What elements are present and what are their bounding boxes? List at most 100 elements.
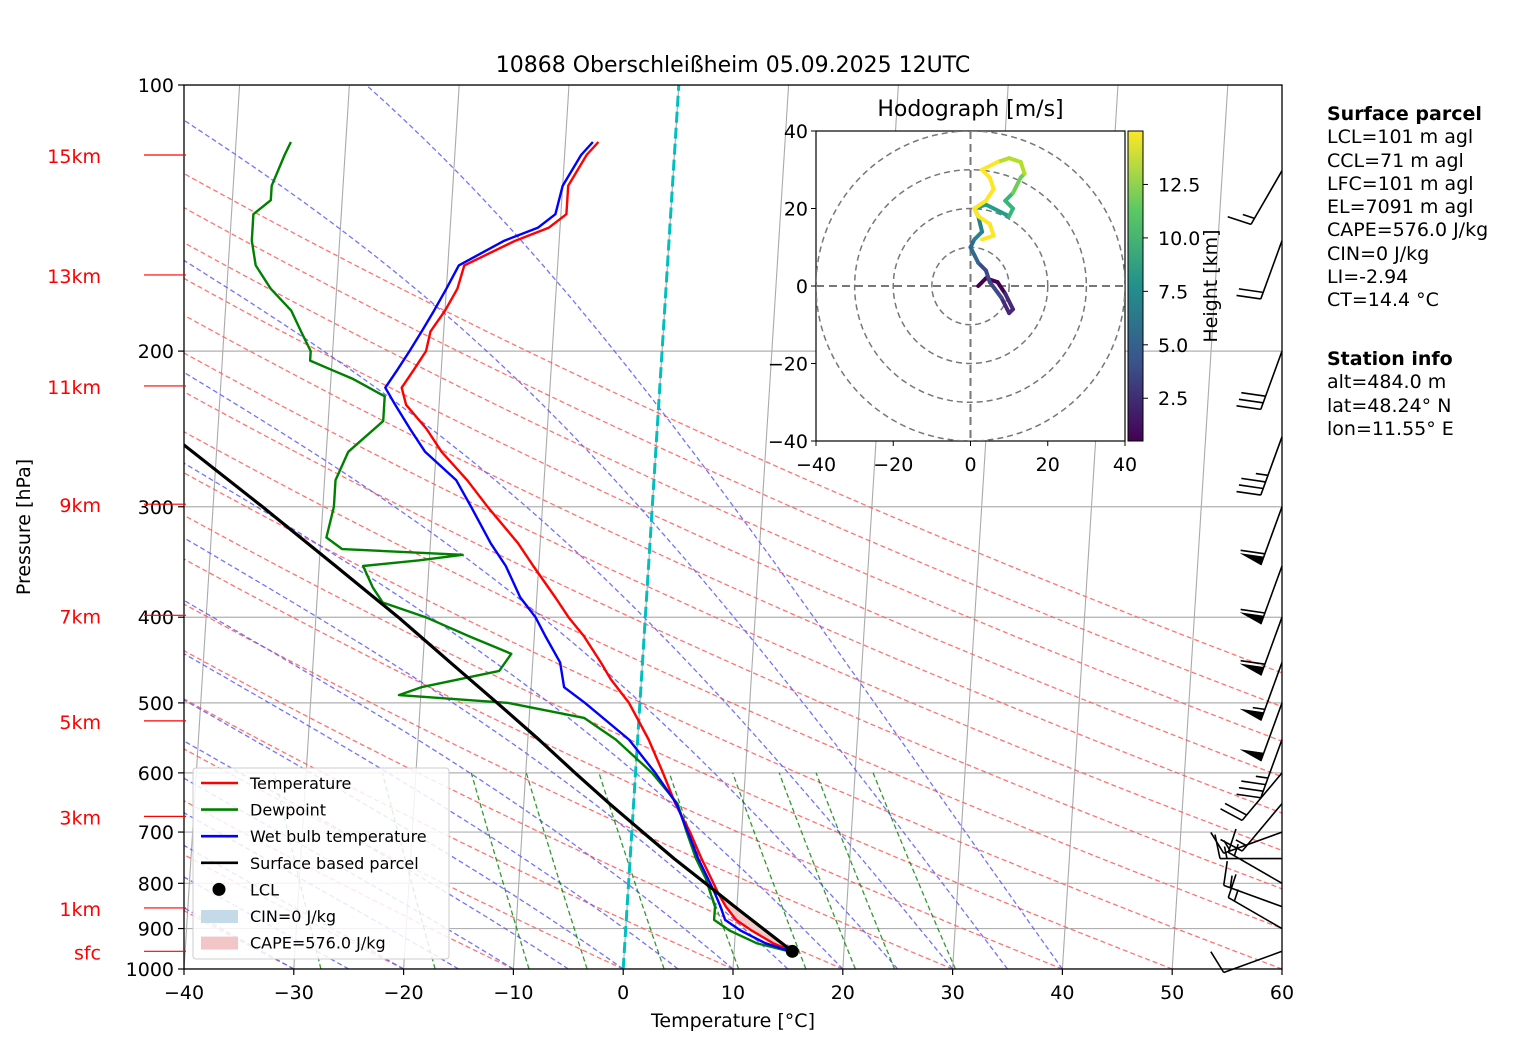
height-label: 7km — [59, 606, 101, 628]
y-tick-label: 200 — [138, 341, 174, 363]
station-lat: lat=48.24° N — [1327, 394, 1452, 417]
hodograph-segment — [995, 280, 1008, 296]
wind-barb — [1222, 861, 1283, 908]
moist-adiabat — [184, 740, 569, 969]
wetbulb-line — [384, 141, 791, 953]
wind-barb-half — [1255, 472, 1269, 477]
zero-isotherm — [621, 85, 681, 969]
wind-barb-full — [1220, 808, 1243, 822]
wind-barb-staff — [1260, 662, 1283, 721]
height-label: 11km — [47, 377, 101, 399]
hodograph-segment — [1003, 291, 1015, 312]
station-lon: lon=11.55° E — [1327, 417, 1454, 440]
x-tick-label: −20 — [384, 982, 424, 1004]
wind-barb — [1239, 565, 1283, 625]
hodograph-segment — [983, 187, 996, 203]
wind-barb-full — [1236, 405, 1261, 411]
hodograph-x-tick-label: −40 — [796, 454, 836, 476]
wind-barb-half — [1242, 213, 1255, 220]
height-label: 5km — [59, 712, 101, 734]
wind-barb-full — [1236, 490, 1261, 496]
legend-swatch-patch — [201, 936, 238, 950]
x-tick-label: −40 — [164, 982, 204, 1004]
hodograph-colorbar — [1127, 130, 1144, 442]
y-tick-label: 800 — [138, 873, 174, 895]
mixing-ratio-line — [732, 772, 807, 969]
hodograph-segment — [995, 156, 1012, 164]
hodograph-segment — [980, 233, 996, 242]
hodograph-segment — [999, 295, 1012, 316]
hodograph-y-tick-label: 0 — [796, 276, 808, 298]
surface-parcel-panel: Surface parcel LCL=101 m agl CCL=71 m ag… — [1327, 103, 1488, 313]
x-tick-label: 10 — [721, 982, 745, 1004]
station-info-panel: Station info alt=484.0 m lat=48.24° N lo… — [1327, 348, 1454, 441]
wind-barb-staff — [1227, 851, 1283, 884]
colorbar-tick-label: 7.5 — [1158, 281, 1188, 303]
wind-barb-staff — [1241, 803, 1283, 852]
y-tick-label: 400 — [138, 607, 174, 629]
wind-barb — [1220, 803, 1283, 852]
y-axis-label: Pressure [hPa] — [13, 459, 35, 595]
dry-adiabat — [184, 558, 1063, 969]
wind-barb-staff — [1260, 616, 1283, 676]
wind-barb-half — [1229, 875, 1233, 888]
wind-barb-full — [1236, 793, 1261, 799]
wind-barb-staff — [1260, 702, 1283, 762]
parcel-li: LI=-2.94 — [1327, 266, 1409, 289]
parcel-ct: CT=14.4 °C — [1327, 289, 1439, 312]
wind-barb-full — [1222, 861, 1229, 886]
wind-barb-flag — [1239, 663, 1264, 676]
wind-barb-full — [1241, 477, 1266, 483]
hodograph-ring — [892, 207, 1049, 365]
hodograph-x-tick-label: −20 — [873, 454, 913, 476]
dry-adiabat — [184, 649, 844, 969]
wind-barb-staff — [1260, 506, 1283, 566]
hodograph-clip — [816, 131, 1125, 441]
hodograph-y-tick-label: 20 — [784, 199, 808, 221]
y-tick-label: 300 — [138, 497, 174, 519]
legend-label: LCL — [250, 880, 279, 899]
x-tick-label: −30 — [274, 982, 314, 1004]
wind-barb-full — [1238, 786, 1264, 792]
colorbar-tick-label: 12.5 — [1158, 174, 1200, 196]
x-tick-label: 20 — [831, 982, 855, 1004]
wind-barb-flag — [1239, 708, 1264, 721]
hodograph-frame — [815, 130, 1126, 442]
wind-barb-staff — [1260, 436, 1283, 496]
moist-adiabat — [184, 371, 899, 969]
station-info-heading: Station info — [1327, 348, 1453, 370]
station-alt: alt=484.0 m — [1327, 371, 1447, 394]
hodograph-segment — [987, 222, 996, 238]
dry-adiabat — [184, 206, 1282, 708]
wind-barb-full — [1214, 834, 1221, 859]
legend-label: Surface based parcel — [250, 854, 419, 873]
wind-barb-full — [1224, 802, 1248, 816]
wind-barb-half — [1235, 839, 1248, 847]
hodograph-x-tick-label: 20 — [1036, 454, 1060, 476]
wind-barb — [1236, 436, 1283, 496]
wind-barb — [1210, 950, 1283, 974]
wind-barb-full — [1240, 659, 1266, 665]
wind-barb-staff — [1250, 170, 1283, 225]
y-tick-label: 700 — [138, 822, 174, 844]
wind-barb-staff — [1227, 896, 1283, 930]
hodograph-y-tick-label: −40 — [768, 431, 808, 453]
wind-barb-full — [1227, 874, 1237, 898]
dry-adiabat — [184, 391, 1282, 890]
wind-barb-full — [1241, 780, 1266, 786]
wind-barb-staff — [1260, 240, 1283, 300]
wind-barb-staff — [1260, 739, 1283, 799]
wind-barb-staff — [1223, 950, 1283, 974]
mixing-ratio-line — [470, 772, 530, 969]
legend-label: CIN=0 J/kg — [250, 907, 336, 926]
isotherm-line — [1171, 85, 1229, 969]
x-axis-label: Temperature [°C] — [650, 1010, 815, 1032]
surface-parcel-heading: Surface parcel — [1327, 103, 1482, 125]
parcel-cin: CIN=0 J/kg — [1327, 242, 1430, 265]
mixing-ratio-line — [872, 772, 956, 969]
wind-barb — [1227, 170, 1283, 226]
wind-barb-staff — [1260, 565, 1283, 625]
isotherm-line — [512, 85, 570, 969]
wind-barb-flag — [1239, 749, 1264, 762]
